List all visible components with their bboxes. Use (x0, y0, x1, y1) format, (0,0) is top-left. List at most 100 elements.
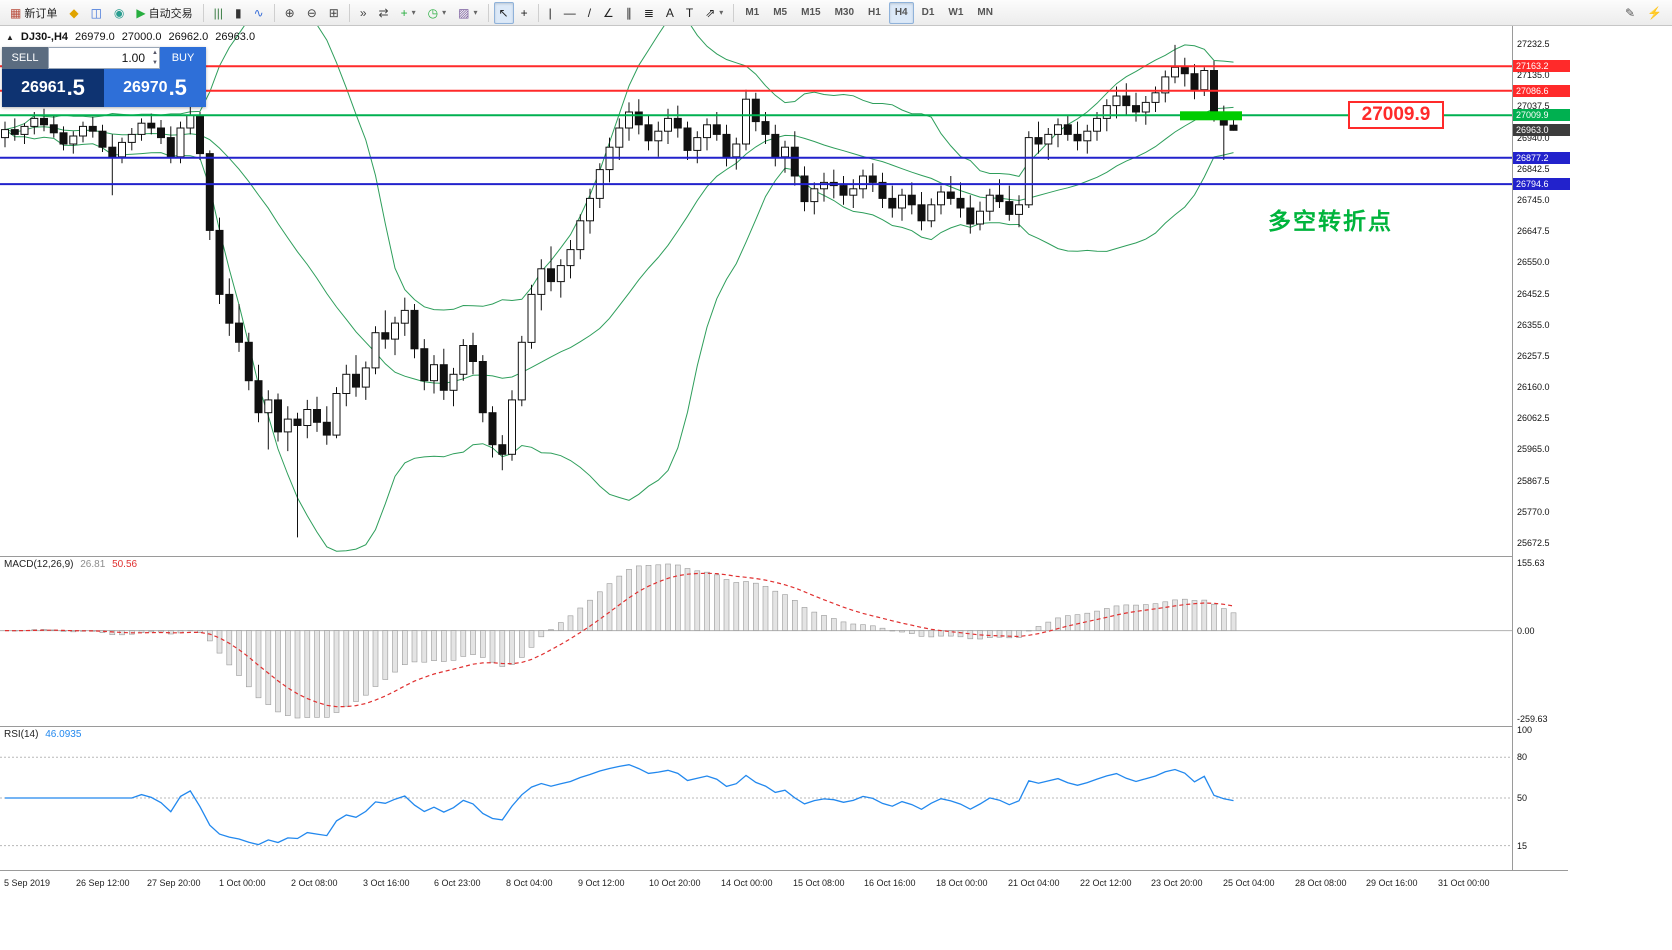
time-axis-label: 6 Oct 23:00 (434, 878, 481, 888)
time-axis-label: 22 Oct 12:00 (1080, 878, 1132, 888)
price-callout[interactable]: 27009.9 (1348, 101, 1444, 129)
timeframe-m1-button[interactable]: M1 (745, 7, 760, 18)
timeframe-w1-button[interactable]: W1 (948, 7, 964, 18)
timeframe-m15-button[interactable]: M15 (801, 7, 821, 18)
sell-price-button[interactable]: 26961 .5 (2, 69, 104, 107)
channel-button[interactable]: ∥ (621, 2, 637, 24)
volume-field[interactable]: 1.00 ▲ ▼ (48, 47, 160, 69)
open-value: 26979.0 (75, 31, 115, 43)
horizontal-line-button[interactable]: — (559, 2, 581, 24)
vertical-line-button[interactable]: | (544, 2, 557, 24)
timeframe-m30-button[interactable]: M30 (834, 7, 855, 18)
auto-trading-button[interactable]: ▶ 自动交易 (131, 2, 197, 24)
rsi-label: RSI(14) 46.0935 (4, 729, 81, 740)
zoom-out-button[interactable]: ⊖ (302, 2, 322, 24)
time-axis-label: 21 Oct 04:00 (1008, 878, 1060, 888)
annotation-text[interactable]: 多空转折点 (1268, 208, 1393, 234)
timeframe-mn-button[interactable]: MN (977, 7, 993, 18)
market-watch-button[interactable]: ◫ (86, 2, 107, 24)
line-chart-button[interactable]: ∿ (249, 2, 269, 24)
pane-separator[interactable] (0, 556, 1568, 557)
auto-scroll-icon: » (359, 5, 367, 20)
trendline-button[interactable]: / (583, 2, 596, 24)
macd-axis-label: 0.00 (1517, 626, 1535, 636)
time-axis-label: 28 Oct 08:00 (1295, 878, 1347, 888)
price-axis-label: 25770.0 (1517, 507, 1550, 517)
indicators-icon: + (400, 5, 408, 20)
price-axis-label: 25867.5 (1517, 476, 1550, 486)
candlestick-chart-button[interactable]: ▮ (230, 2, 247, 24)
bar-chart-button[interactable]: ||| (209, 2, 228, 24)
auto-trading-button-label: 自动交易 (148, 7, 193, 20)
price-axis-label: 26452.5 (1517, 289, 1550, 299)
time-axis-label: 27 Sep 20:00 (147, 878, 201, 888)
zoom-in-button[interactable]: ⊕ (280, 2, 300, 24)
toolbar-separator (537, 3, 539, 22)
volume-up-button[interactable]: ▲ (152, 50, 158, 56)
dropdown-arrow-icon: ▾ (719, 8, 724, 17)
auto-scroll-button[interactable]: » (355, 2, 372, 24)
zoom-out-icon: ⊖ (306, 5, 317, 20)
cursor-button[interactable]: ↖ (493, 1, 514, 24)
chart-window: 27232.5 27135.0 27037.5 26940.0 26842.5 26745… (0, 26, 1672, 950)
templates-button[interactable]: ▨ ▾ (453, 2, 482, 24)
fibonacci-button[interactable]: ≣ (639, 2, 659, 24)
price-axis-label: 27037.5 (1517, 101, 1550, 111)
new-order-button[interactable]: ▦ 新订单 (5, 2, 62, 24)
ask-price-frac: .5 (168, 75, 187, 100)
data-window-button[interactable]: ◉ (109, 2, 129, 24)
price-axis[interactable]: 27232.5 27135.0 27037.5 26940.0 26842.5 26745… (1512, 26, 1571, 870)
sell-button[interactable]: SELL (2, 47, 48, 69)
text-icon: A (665, 5, 674, 20)
angle-line-button[interactable]: ∠ (598, 2, 619, 24)
new-order-button-label: 新订单 (24, 7, 58, 20)
main-chart-canvas[interactable] (0, 26, 1512, 556)
periods-icon: ◷ (427, 5, 439, 20)
toolbar-separator (202, 3, 204, 22)
rsi-axis-label: 15 (1517, 841, 1528, 851)
indicators-button[interactable]: + ▾ (396, 2, 421, 24)
bar-chart-icon: ||| (213, 5, 223, 20)
crosshair-button[interactable]: + (516, 2, 533, 24)
cursor-icon: ↖ (498, 5, 509, 20)
price-line-tag: 27009.9 (1513, 109, 1570, 121)
channel-icon: ∥ (625, 5, 632, 20)
timeframe-h4-button[interactable]: H4 (888, 1, 914, 24)
time-axis-label: 23 Oct 20:00 (1151, 878, 1203, 888)
text-button[interactable]: A (661, 2, 679, 24)
timeframe-h1-button[interactable]: H1 (868, 7, 881, 18)
timeframe-m5-button[interactable]: M5 (773, 7, 788, 18)
arrows-button[interactable]: ⇗ ▾ (700, 2, 728, 24)
macd-name: MACD(12,26,9) (4, 559, 74, 570)
market-watch-icon: ◫ (90, 5, 102, 20)
time-axis-label: 14 Oct 00:00 (721, 878, 773, 888)
one-click-collapse-arrow[interactable]: ▲ (6, 32, 14, 42)
price-line-tag: 26877.2 (1513, 152, 1570, 164)
time-axis-label: 2 Oct 08:00 (291, 878, 338, 888)
volume-down-button[interactable]: ▼ (152, 60, 158, 66)
text-label-button[interactable]: T (681, 2, 698, 24)
candlestick-chart-icon: ▮ (235, 5, 242, 20)
macd-pane-canvas[interactable] (0, 556, 1512, 726)
timeframe-d1-button[interactable]: D1 (921, 7, 935, 18)
rsi-value: 46.0935 (45, 729, 82, 740)
macd-value: 26.81 (80, 559, 106, 570)
chart-shift-button[interactable]: ⇄ (374, 2, 394, 24)
horizontal-line-icon: — (563, 5, 576, 20)
rsi-pane-canvas[interactable] (0, 726, 1512, 870)
edit-chart-icon: ✎ (1624, 5, 1636, 20)
time-axis[interactable]: 5 Sep 2019 26 Sep 12:00 27 Sep 20:00 1 Oct … (0, 870, 1568, 950)
time-axis-label: 3 Oct 16:00 (363, 878, 410, 888)
buy-button[interactable]: BUY (160, 47, 206, 69)
chart-shift-icon: ⇄ (378, 5, 389, 20)
pane-separator[interactable] (0, 726, 1568, 727)
profiles-button[interactable]: ◆ (64, 2, 83, 24)
tile-windows-button[interactable]: ⊞ (324, 2, 344, 24)
time-axis-label: 25 Oct 04:00 (1223, 878, 1275, 888)
periods-button[interactable]: ◷ ▾ (423, 2, 452, 24)
price-line-tag: 27163.2 (1513, 60, 1570, 72)
connection-button[interactable]: ⚡ (1642, 2, 1667, 24)
buy-price-button[interactable]: 26970 .5 (104, 69, 206, 107)
edit-chart-button[interactable]: ✎ (1620, 2, 1640, 24)
ohlc-header: ▲ DJ30-,H4 26979.0 27000.0 26962.0 26963… (6, 31, 255, 43)
